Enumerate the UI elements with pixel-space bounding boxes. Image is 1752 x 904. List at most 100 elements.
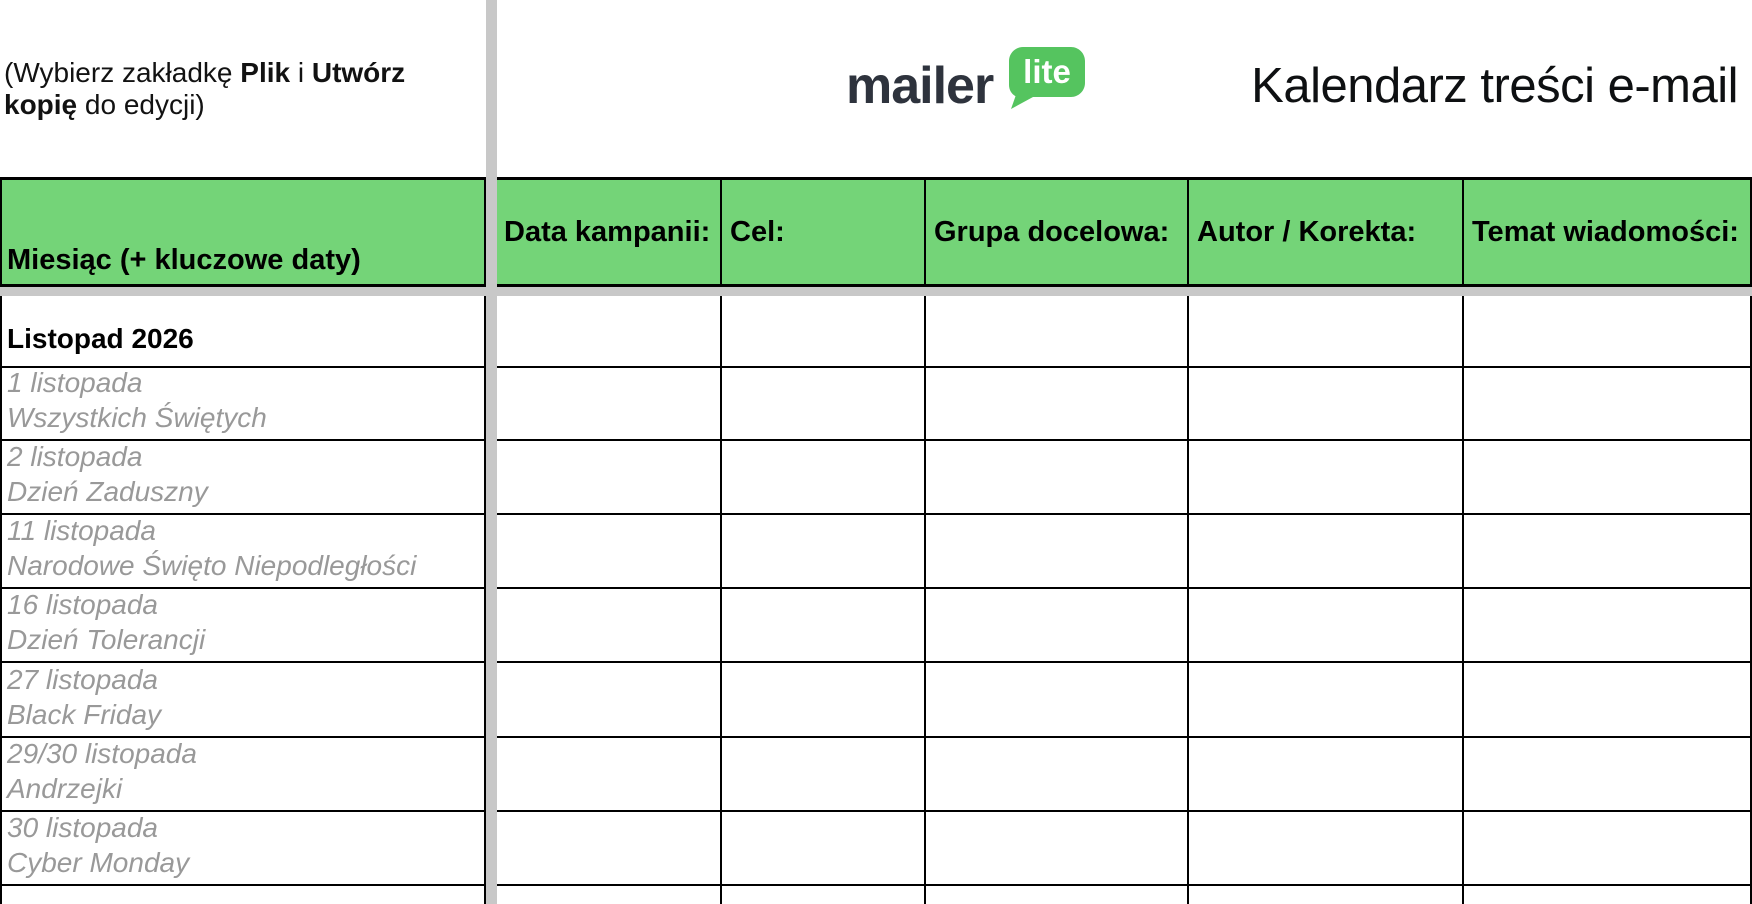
date-cell[interactable]: 11 listopada Narodowe Święto Niepodległoś… (0, 515, 486, 587)
instruction-segment: do edycji) (77, 89, 205, 120)
empty-cell[interactable] (1462, 663, 1752, 736)
empty-cell[interactable] (720, 589, 924, 661)
instruction-segment: (Wybierz zakładkę (4, 57, 241, 88)
empty-cell[interactable] (1187, 589, 1462, 661)
empty-cell[interactable] (1462, 296, 1752, 366)
date-cell[interactable] (0, 886, 486, 904)
empty-cell[interactable] (496, 368, 720, 439)
date-cell[interactable]: 2 listopada Dzień Zaduszny (0, 441, 486, 513)
empty-cell[interactable] (720, 738, 924, 810)
speech-bubble-icon (1009, 47, 1085, 109)
mailerlite-logo-wordmark: mailer (846, 57, 994, 115)
empty-cell[interactable] (1187, 515, 1462, 587)
column-header[interactable]: Temat wiadomości: (1462, 180, 1752, 284)
empty-cell[interactable] (1462, 515, 1752, 587)
empty-cell[interactable] (924, 886, 1187, 904)
logo-badge-text: lite (1023, 53, 1071, 90)
empty-cell[interactable] (720, 515, 924, 587)
empty-cell[interactable] (924, 296, 1187, 366)
empty-cell[interactable] (1187, 886, 1462, 904)
column-header[interactable]: Cel: (720, 180, 924, 284)
date-cell[interactable]: 1 listopada Wszystkich Świętych (0, 368, 486, 439)
table-row: 1 listopada Wszystkich Świętych (0, 368, 1752, 441)
empty-cell[interactable] (496, 296, 720, 366)
empty-cell[interactable] (496, 738, 720, 810)
table-header-row: Miesiąc (+ kluczowe daty) Data kampanii: C… (0, 177, 1752, 287)
table-row (0, 886, 1752, 904)
date-cell[interactable]: Listopad 2026 (0, 296, 486, 366)
empty-cell[interactable] (496, 663, 720, 736)
holiday-label: Black Friday (7, 699, 162, 730)
empty-cell[interactable] (1187, 441, 1462, 513)
empty-cell[interactable] (924, 738, 1187, 810)
instruction-bold-segment: Plik (240, 57, 291, 88)
column-header[interactable]: Data kampanii: (504, 215, 711, 248)
empty-cell[interactable] (720, 886, 924, 904)
date-label: 30 listopada (7, 812, 159, 843)
empty-cell[interactable] (720, 296, 924, 366)
empty-cell[interactable] (924, 812, 1187, 884)
table-row: 16 listopada Dzień Tolerancji (0, 589, 1752, 663)
date-cell[interactable]: 27 listopada Black Friday (0, 663, 486, 736)
column-header[interactable]: Grupa docelowa: (924, 180, 1187, 284)
column-header[interactable]: Autor / Korekta: (1187, 180, 1462, 284)
empty-cell[interactable] (720, 663, 924, 736)
page-title: Kalendarz treści e-mail (1251, 59, 1738, 113)
table-row: 11 listopada Narodowe Święto Niepodległoś… (0, 515, 1752, 589)
empty-cell[interactable] (496, 515, 720, 587)
empty-cell[interactable] (924, 589, 1187, 661)
table-body: Listopad 2026 1 listopada Wszystkich Święt… (0, 296, 1752, 904)
empty-cell[interactable] (924, 368, 1187, 439)
empty-cell[interactable] (1187, 368, 1462, 439)
mailerlite-logo-bubble-icon: lite (1007, 45, 1087, 111)
date-cell[interactable]: 29/30 listopada Andrzejki (0, 738, 486, 810)
date-label: 11 listopada (7, 515, 156, 546)
instruction-bold-segment: Utwórz kopię (4, 57, 406, 120)
frozen-column-divider[interactable] (486, 0, 497, 904)
empty-cell[interactable] (1462, 441, 1752, 513)
date-label: 1 listopada (7, 368, 143, 398)
empty-cell[interactable] (1462, 368, 1752, 439)
date-label: 29/30 listopada (7, 738, 197, 769)
holiday-label: Dzień Zaduszny (7, 476, 208, 507)
empty-cell[interactable] (1462, 589, 1752, 661)
empty-cell[interactable] (496, 812, 720, 884)
table-row: 2 listopada Dzień Zaduszny (0, 441, 1752, 515)
empty-cell[interactable] (496, 886, 720, 904)
frozen-row-divider[interactable] (0, 287, 1752, 296)
empty-cell[interactable] (924, 441, 1187, 513)
holiday-label: Cyber Monday (7, 847, 190, 878)
empty-cell[interactable] (720, 441, 924, 513)
empty-cell[interactable] (1462, 738, 1752, 810)
holiday-label: Wszystkich Świętych (7, 402, 267, 433)
month-label: Listopad 2026 (7, 323, 194, 354)
empty-cell[interactable] (1187, 738, 1462, 810)
holiday-label: Andrzejki (7, 773, 123, 804)
empty-cell[interactable] (1187, 663, 1462, 736)
empty-cell[interactable] (496, 441, 720, 513)
holiday-label: Narodowe Święto Niepodległości (7, 550, 417, 581)
date-label: 27 listopada (7, 664, 159, 695)
empty-cell[interactable] (1187, 812, 1462, 884)
table-row: Listopad 2026 (0, 296, 1752, 368)
empty-cell[interactable] (1462, 812, 1752, 884)
empty-cell[interactable] (1187, 296, 1462, 366)
date-cell[interactable]: 30 listopada Cyber Monday (0, 812, 486, 884)
date-label: 16 listopada (7, 589, 159, 620)
date-label: 2 listopada (7, 441, 143, 472)
empty-cell[interactable] (1462, 886, 1752, 904)
holiday-label: Dzień Tolerancji (7, 624, 206, 655)
instruction-text: (Wybierz zakładkę Plik i Utwórz kopię do… (4, 57, 444, 121)
empty-cell[interactable] (924, 515, 1187, 587)
column-header[interactable]: Miesiąc (+ kluczowe daty) (0, 180, 486, 284)
table-row: 27 listopada Black Friday (0, 663, 1752, 738)
empty-cell[interactable] (720, 812, 924, 884)
empty-cell[interactable] (924, 663, 1187, 736)
date-cell[interactable]: 16 listopada Dzień Tolerancji (0, 589, 486, 661)
instruction-segment: i (290, 57, 312, 88)
empty-cell[interactable] (720, 368, 924, 439)
table-row: 29/30 listopada Andrzejki (0, 738, 1752, 812)
empty-cell[interactable] (496, 589, 720, 661)
table-row: 30 listopada Cyber Monday (0, 812, 1752, 886)
